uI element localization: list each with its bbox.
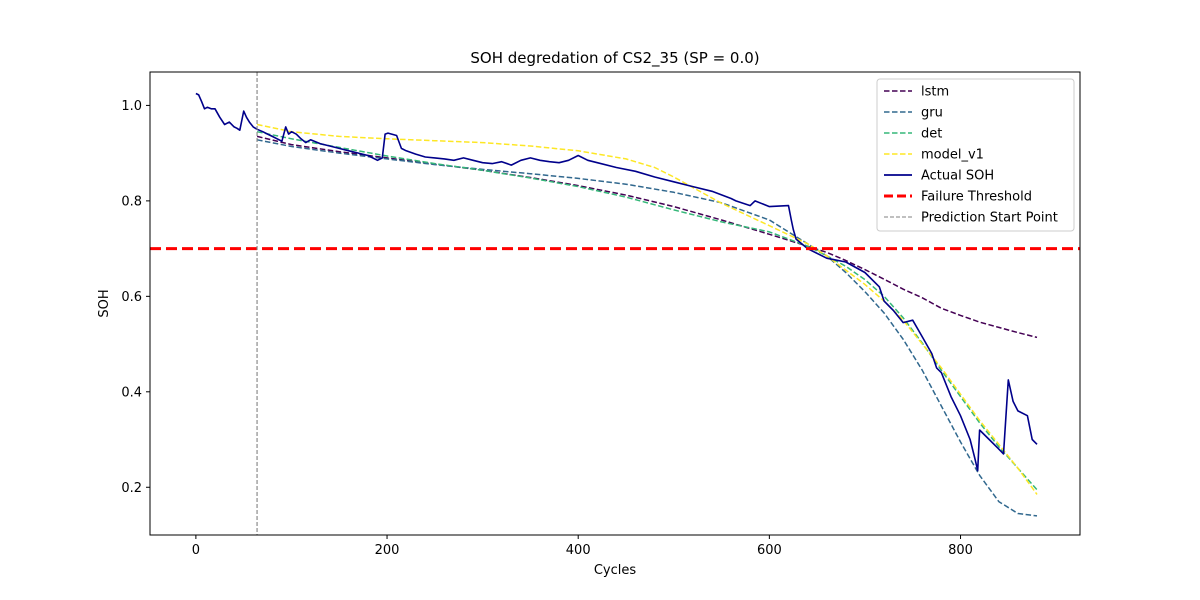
x-axis: 0 200 400 600 800 [192, 535, 973, 558]
y-axis-label: SOH [97, 289, 112, 317]
y-axis: 0.2 0.4 0.6 0.8 1.0 [121, 99, 150, 496]
chart-title: SOH degredation of CS2_35 (SP = 0.0) [470, 49, 759, 68]
legend-item-gru: gru [884, 106, 943, 121]
y-tick-label: 1.0 [121, 99, 142, 114]
legend-label: model_v1 [921, 148, 984, 163]
legend-item-actual-soh: Actual SOH [884, 169, 994, 184]
y-tick-label: 0.6 [121, 290, 142, 305]
legend-label: Failure Threshold [921, 190, 1032, 205]
series-line-det [256, 130, 1038, 491]
y-tick-label: 0.2 [121, 481, 142, 496]
legend-item-model-v1: model_v1 [884, 148, 984, 163]
x-tick-label: 200 [375, 543, 400, 558]
legend-label: gru [921, 106, 943, 121]
x-tick-label: 800 [948, 543, 973, 558]
series-line-actual-soh [195, 92, 1038, 472]
series-line-model-v1 [256, 123, 1038, 495]
legend-label: lstm [921, 85, 949, 100]
x-tick-label: 0 [192, 543, 200, 558]
legend-item-lstm: lstm [884, 85, 949, 100]
y-tick-label: 0.8 [121, 194, 142, 209]
legend-label: Actual SOH [921, 169, 994, 184]
legend-box [876, 78, 1075, 232]
series-layer [195, 92, 1038, 517]
legend: lstm gru det model_v1 Actual SOH Failure Thre… [876, 78, 1075, 232]
legend-item-det: det [884, 127, 942, 142]
legend-item-prediction-start-point: Prediction Start Point [884, 211, 1058, 226]
reference-layer [150, 72, 1080, 535]
x-axis-label: Cycles [594, 563, 637, 578]
y-tick-label: 0.4 [121, 385, 142, 400]
plot-area [149, 71, 1081, 536]
x-tick-label: 400 [566, 543, 591, 558]
legend-label: Prediction Start Point [921, 211, 1058, 226]
legend-item-failure-threshold: Failure Threshold [884, 190, 1032, 205]
x-tick-label: 600 [757, 543, 782, 558]
legend-label: det [921, 127, 942, 142]
plot-frame [149, 71, 1081, 536]
